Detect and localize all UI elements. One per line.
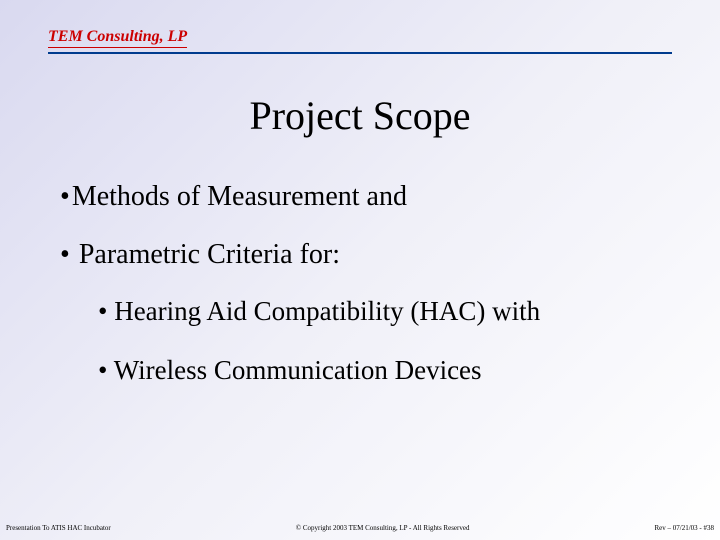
bullet-text: Parametric Criteria for: [79,239,340,270]
slide-header: TEM Consulting, LP [48,28,672,54]
slide-content: •Methods of Measurement and • Parametric… [60,180,660,404]
bullet-dot-icon: • [60,181,70,212]
bullet-text: Methods of Measurement and [72,181,407,212]
bullet-text: Hearing Aid Compatibility (HAC) with [114,296,540,326]
bullet-dot-icon: • [98,296,107,326]
company-name: TEM Consulting, LP [48,28,187,48]
bullet-text: Wireless Communication Devices [114,355,482,385]
bullet-dot-icon: • [60,239,70,270]
slide: TEM Consulting, LP Project Scope •Method… [0,0,720,540]
bullet-level1: • Parametric Criteria for: [60,238,660,272]
header-rule [48,52,672,54]
footer-left: Presentation To ATIS HAC Incubator [6,524,111,532]
bullet-level2: • Wireless Communication Devices [98,354,660,386]
bullet-level1: •Methods of Measurement and [60,180,660,214]
footer-center: © Copyright 2003 TEM Consulting, LP - Al… [111,524,655,532]
footer-right: Rev – 07/21/03 - #38 [655,524,715,532]
bullet-dot-icon: • [98,355,107,385]
slide-title: Project Scope [0,92,720,139]
bullet-level2: • Hearing Aid Compatibility (HAC) with [98,295,660,327]
slide-footer: Presentation To ATIS HAC Incubator © Cop… [0,524,720,532]
